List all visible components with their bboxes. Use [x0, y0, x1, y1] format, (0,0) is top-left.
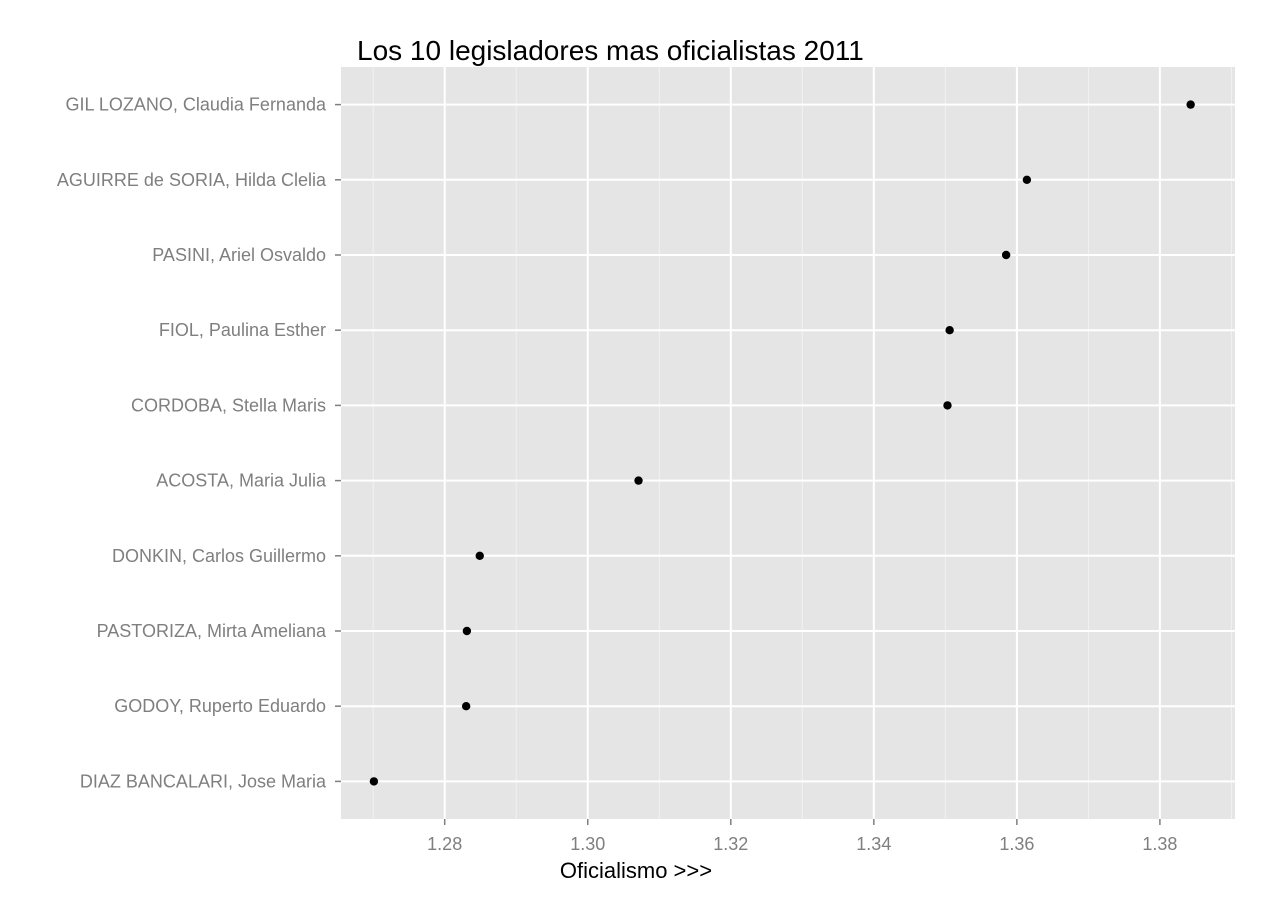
data-point: [369, 777, 379, 786]
x-tick-label: 1.34: [856, 834, 891, 854]
y-tick-label: GIL LOZANO, Claudia Fernanda: [66, 95, 327, 115]
y-tick-label: GODOY, Ruperto Eduardo: [114, 696, 326, 716]
data-point: [461, 702, 471, 711]
data-point: [1022, 175, 1032, 184]
x-tick-label: 1.38: [1142, 834, 1177, 854]
chart-title: Los 10 legisladores mas oficialistas 201…: [357, 35, 864, 66]
y-axis: GIL LOZANO, Claudia Fernanda AGUIRRE de S…: [57, 95, 341, 791]
minor-gridlines: [372, 67, 1232, 819]
x-axis: 1.28 1.30 1.32 1.34 1.36 1.38: [427, 819, 1177, 854]
y-tick-label: ACOSTA, Maria Julia: [156, 471, 327, 491]
data-point: [462, 626, 472, 636]
y-tick-label: PASTORIZA, Mirta Ameliana: [97, 621, 327, 641]
data-point: [943, 401, 952, 410]
data-point: [475, 551, 484, 560]
x-tick-label: 1.30: [570, 834, 605, 854]
y-tick-label: AGUIRRE de SORIA, Hilda Clelia: [57, 170, 327, 190]
x-axis-label: Oficialismo >>>: [560, 858, 712, 883]
x-tick-label: 1.36: [999, 834, 1034, 854]
y-tick-label: DONKIN, Carlos Guillermo: [112, 546, 326, 566]
y-tick-label: PASINI, Ariel Osvaldo: [152, 245, 326, 265]
x-tick-label: 1.28: [427, 834, 462, 854]
major-gridlines: [341, 67, 1235, 819]
plot-panel: [341, 67, 1235, 819]
x-tick-label: 1.32: [713, 834, 748, 854]
y-tick-label: CORDOBA, Stella Maris: [131, 395, 326, 415]
data-point: [634, 476, 643, 485]
y-tick-label: DIAZ BANCALARI, Jose Maria: [80, 771, 327, 791]
y-tick-label: FIOL, Paulina Esther: [159, 320, 326, 340]
data-point: [1001, 250, 1011, 260]
data-points: [369, 100, 1195, 786]
data-point: [1186, 100, 1195, 109]
data-point: [945, 326, 954, 335]
